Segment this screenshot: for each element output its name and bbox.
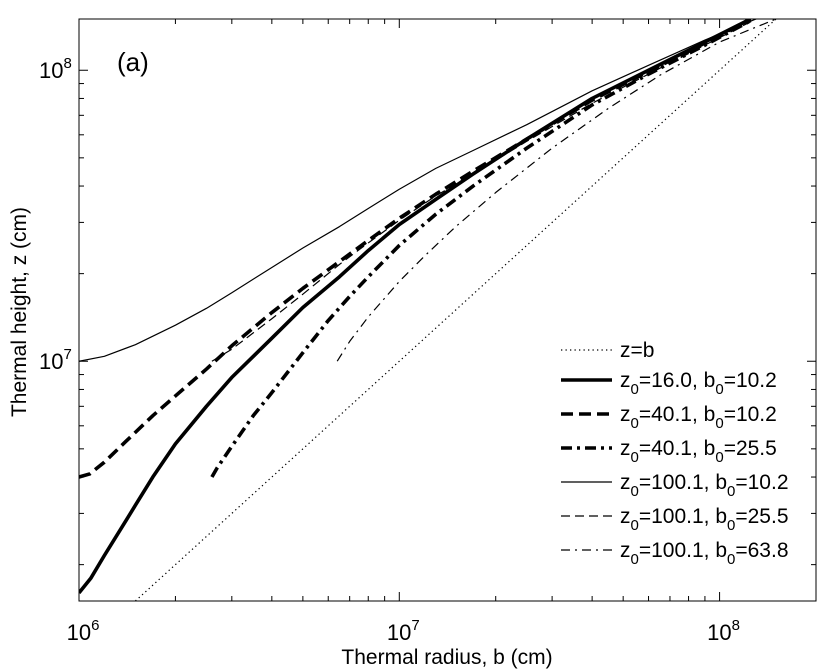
legend: z=b z0=16.0, b0=10.2 z0=40.1, b0=10.2 z0=40… xyxy=(561,339,789,568)
legend-label: z0=100.1, b0=63.8 xyxy=(620,539,789,568)
legend-label: z0=100.1, b0=10.2 xyxy=(620,471,789,500)
major-ticks xyxy=(78,19,816,601)
tick-labels: 106 107 108 107 108 xyxy=(39,55,740,645)
legend-label: z0=100.1, b0=25.5 xyxy=(620,505,789,534)
panel-label: (a) xyxy=(117,47,149,77)
minor-ticks xyxy=(79,19,817,601)
legend-label: z0=40.1, b0=25.5 xyxy=(620,437,777,466)
series-line-5 xyxy=(79,19,757,362)
series-line-1 xyxy=(134,19,777,601)
series-line-7 xyxy=(336,19,777,362)
x-axis-label: Thermal radius, b (cm) xyxy=(341,646,552,669)
y-tick-label: 107 xyxy=(39,346,72,374)
plot-area xyxy=(78,18,817,602)
y-tick-label: 108 xyxy=(39,55,72,83)
x-tick-label: 106 xyxy=(67,617,100,645)
x-tick-label: 107 xyxy=(387,617,420,645)
x-tick-label: 108 xyxy=(707,617,740,645)
series-layer xyxy=(79,19,777,601)
series-line-6 xyxy=(211,19,757,362)
legend-label: z0=40.1, b0=10.2 xyxy=(620,403,777,432)
series-line-3 xyxy=(79,19,752,479)
series-line-4 xyxy=(210,19,752,478)
y-axis-label: Thermal height, z (cm) xyxy=(8,207,31,417)
legend-label: z=b xyxy=(620,339,654,362)
legend-label: z0=16.0, b0=10.2 xyxy=(620,369,777,398)
